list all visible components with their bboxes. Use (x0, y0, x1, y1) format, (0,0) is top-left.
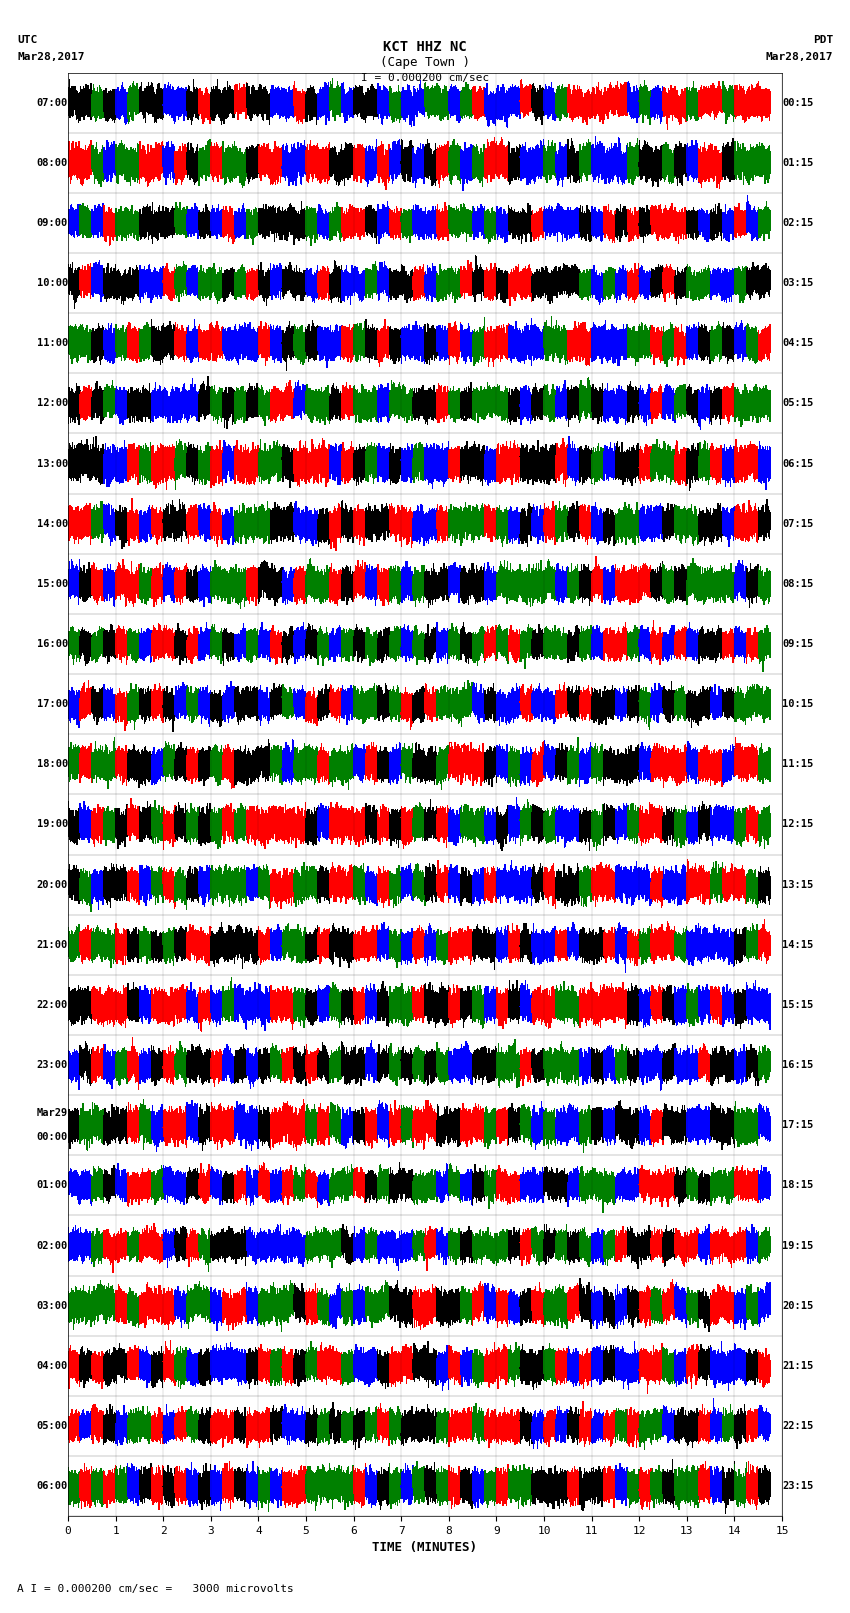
Text: 22:15: 22:15 (782, 1421, 813, 1431)
Text: 12:00: 12:00 (37, 398, 68, 408)
Text: 09:00: 09:00 (37, 218, 68, 227)
Text: 20:00: 20:00 (37, 879, 68, 890)
Text: 21:15: 21:15 (782, 1361, 813, 1371)
Text: 06:00: 06:00 (37, 1481, 68, 1490)
Text: 17:15: 17:15 (782, 1121, 813, 1131)
Text: 03:00: 03:00 (37, 1300, 68, 1311)
Text: 11:00: 11:00 (37, 339, 68, 348)
Text: 05:15: 05:15 (782, 398, 813, 408)
Text: 17:00: 17:00 (37, 698, 68, 710)
Text: 23:00: 23:00 (37, 1060, 68, 1069)
Text: 03:15: 03:15 (782, 277, 813, 289)
Text: KCT HHZ NC: KCT HHZ NC (383, 40, 467, 55)
Text: 10:15: 10:15 (782, 698, 813, 710)
Text: UTC: UTC (17, 35, 37, 45)
Text: 14:00: 14:00 (37, 519, 68, 529)
Text: 21:00: 21:00 (37, 940, 68, 950)
Text: 09:15: 09:15 (782, 639, 813, 648)
Text: 13:00: 13:00 (37, 458, 68, 468)
Text: 06:15: 06:15 (782, 458, 813, 468)
Text: 18:15: 18:15 (782, 1181, 813, 1190)
Text: 10:00: 10:00 (37, 277, 68, 289)
Text: 01:15: 01:15 (782, 158, 813, 168)
Text: 15:00: 15:00 (37, 579, 68, 589)
Text: Mar28,2017: Mar28,2017 (17, 52, 84, 61)
Text: (Cape Town ): (Cape Town ) (380, 56, 470, 69)
Text: 18:00: 18:00 (37, 760, 68, 769)
Text: 16:15: 16:15 (782, 1060, 813, 1069)
Text: 02:00: 02:00 (37, 1240, 68, 1250)
Text: 07:15: 07:15 (782, 519, 813, 529)
Text: 15:15: 15:15 (782, 1000, 813, 1010)
Text: 05:00: 05:00 (37, 1421, 68, 1431)
X-axis label: TIME (MINUTES): TIME (MINUTES) (372, 1542, 478, 1555)
Text: 22:00: 22:00 (37, 1000, 68, 1010)
Text: 20:15: 20:15 (782, 1300, 813, 1311)
Text: 19:00: 19:00 (37, 819, 68, 829)
Text: 13:15: 13:15 (782, 879, 813, 890)
Text: 12:15: 12:15 (782, 819, 813, 829)
Text: 19:15: 19:15 (782, 1240, 813, 1250)
Text: PDT: PDT (813, 35, 833, 45)
Text: 01:00: 01:00 (37, 1181, 68, 1190)
Text: 07:00: 07:00 (37, 98, 68, 108)
Text: 04:15: 04:15 (782, 339, 813, 348)
Text: 08:15: 08:15 (782, 579, 813, 589)
Text: Mar29: Mar29 (37, 1108, 68, 1118)
Text: 00:00: 00:00 (37, 1132, 68, 1142)
Text: 04:00: 04:00 (37, 1361, 68, 1371)
Text: 11:15: 11:15 (782, 760, 813, 769)
Text: 02:15: 02:15 (782, 218, 813, 227)
Text: 16:00: 16:00 (37, 639, 68, 648)
Text: Mar28,2017: Mar28,2017 (766, 52, 833, 61)
Text: I = 0.000200 cm/sec: I = 0.000200 cm/sec (361, 73, 489, 82)
Text: 23:15: 23:15 (782, 1481, 813, 1490)
Text: 00:15: 00:15 (782, 98, 813, 108)
Text: 14:15: 14:15 (782, 940, 813, 950)
Text: 08:00: 08:00 (37, 158, 68, 168)
Text: A I = 0.000200 cm/sec =   3000 microvolts: A I = 0.000200 cm/sec = 3000 microvolts (17, 1584, 294, 1594)
